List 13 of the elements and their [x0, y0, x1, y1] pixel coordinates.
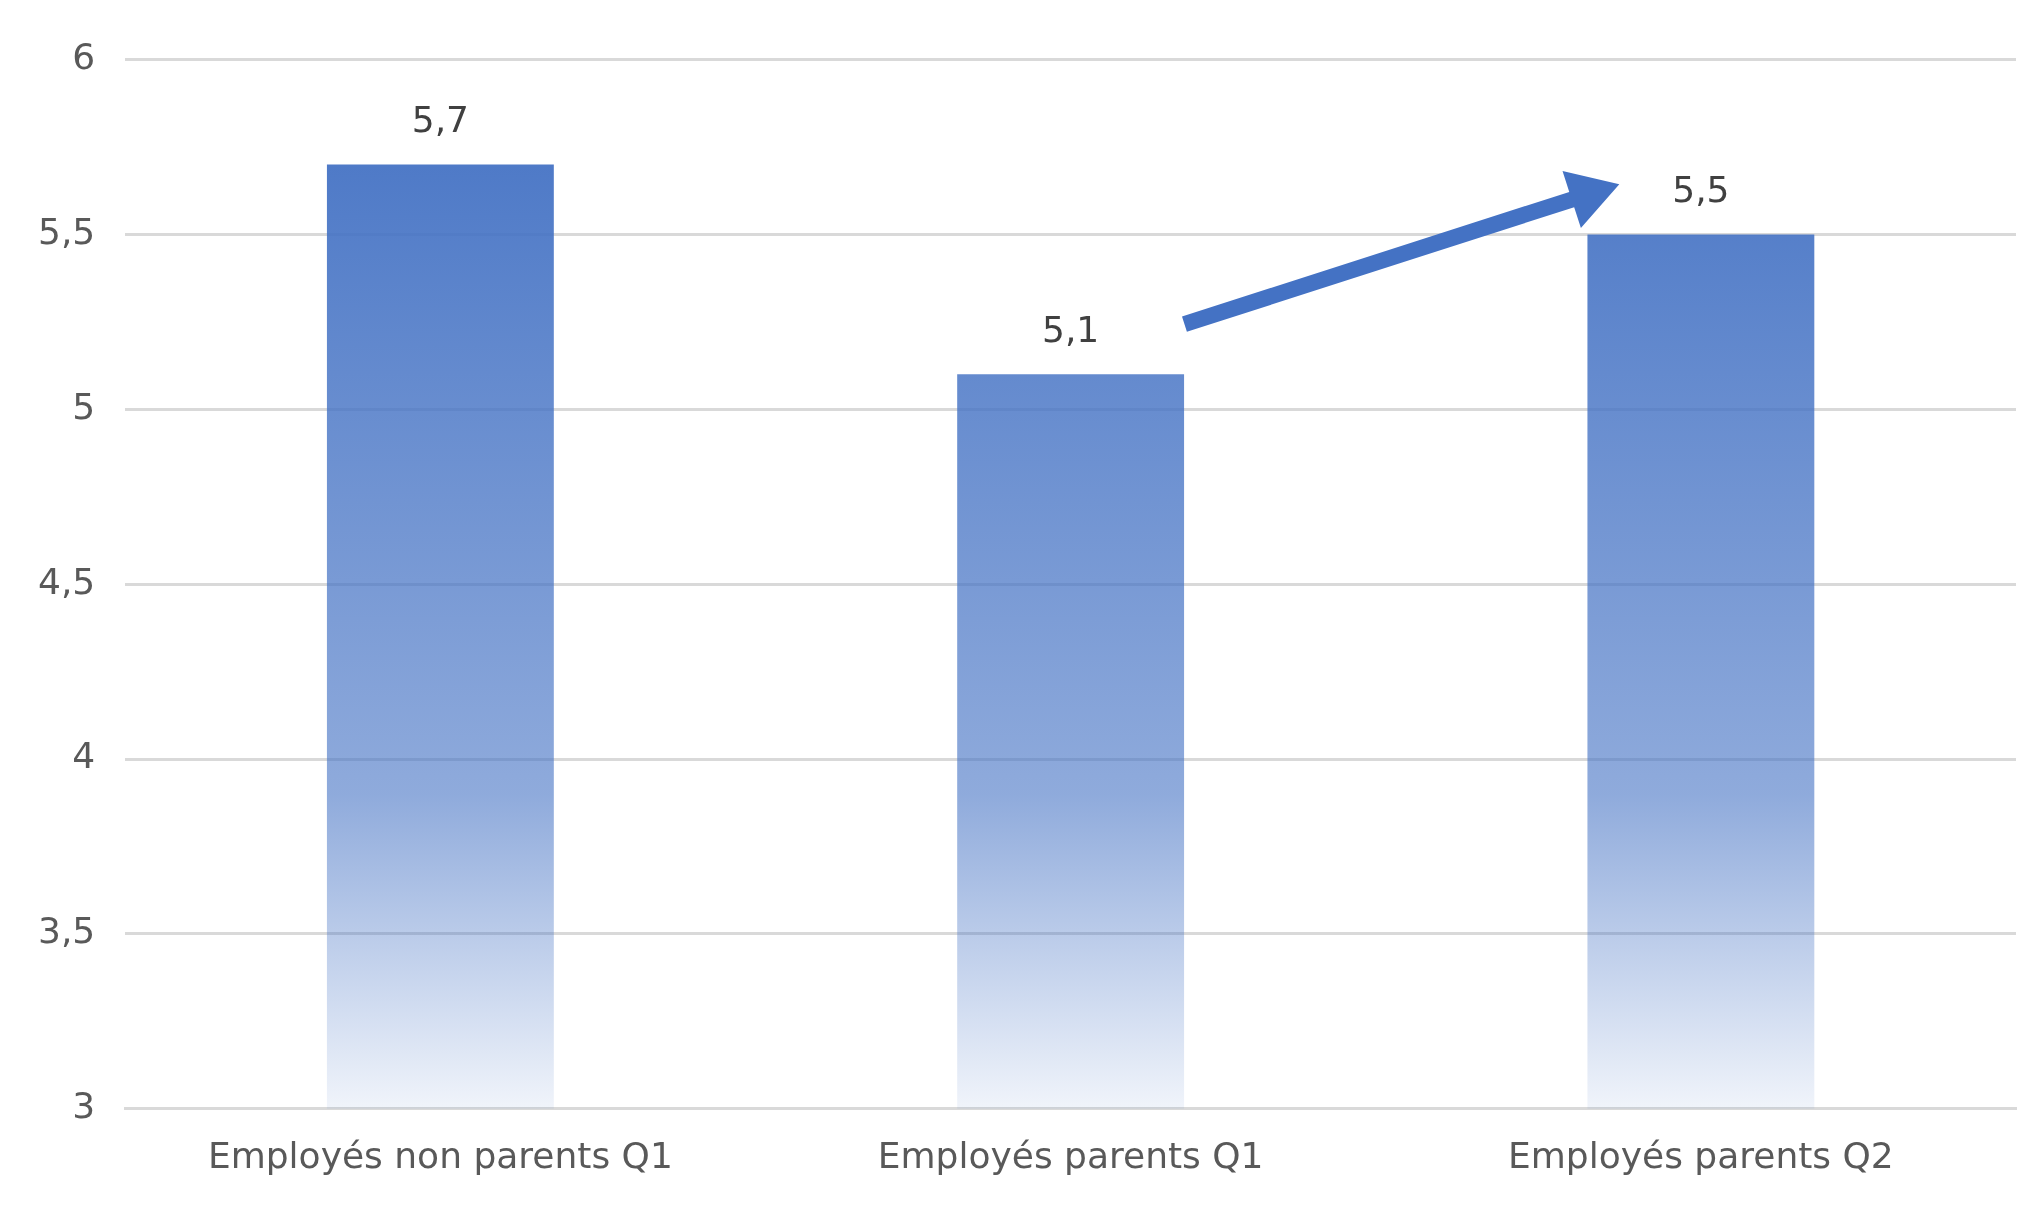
- x-tick-label: Employés parents Q1: [877, 1134, 1264, 1176]
- data-label: 5,1: [1041, 308, 1100, 350]
- x-tick-label: Employés non parents Q1: [207, 1134, 673, 1176]
- x-tick-label: Employés parents Q2: [1507, 1134, 1894, 1176]
- data-label: 5,5: [1672, 168, 1730, 210]
- y-tick-label: 3: [72, 1085, 96, 1127]
- y-tick-label: 5,5: [37, 210, 96, 252]
- y-tick-label: 3,5: [37, 910, 96, 952]
- y-tick-label: 4: [72, 735, 96, 777]
- data-label: 5,7: [411, 98, 470, 140]
- y-tick-label: 5: [72, 385, 96, 427]
- y-tick-label: 4,5: [37, 560, 96, 602]
- y-tick-label: 6: [72, 35, 96, 77]
